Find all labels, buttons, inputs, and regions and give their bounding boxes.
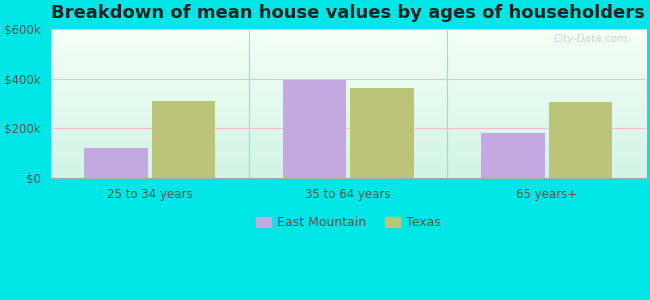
- Bar: [350, 88, 413, 178]
- Text: City-Data.com: City-Data.com: [554, 34, 628, 44]
- Bar: [283, 80, 346, 178]
- Bar: [151, 101, 215, 178]
- Bar: [84, 148, 148, 178]
- Bar: [549, 102, 612, 178]
- Title: Breakdown of mean house values by ages of householders: Breakdown of mean house values by ages o…: [51, 4, 645, 22]
- Bar: [481, 134, 545, 178]
- Legend: East Mountain, Texas: East Mountain, Texas: [251, 211, 446, 234]
